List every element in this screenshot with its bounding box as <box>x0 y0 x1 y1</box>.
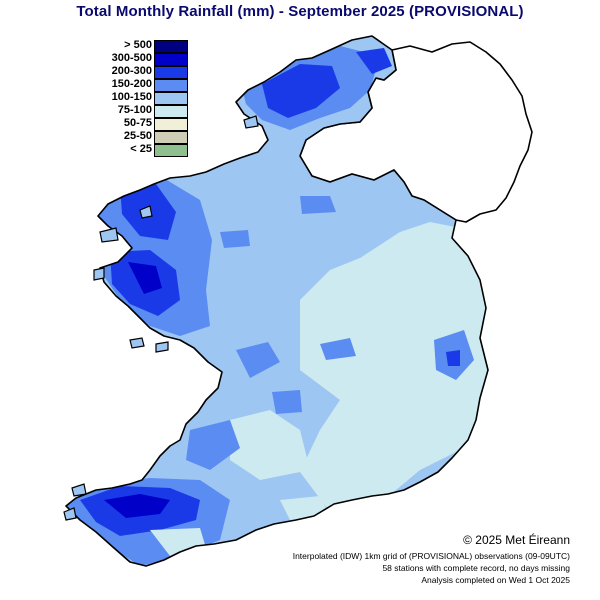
legend-label: 150-200 <box>111 78 152 90</box>
legend-swatch <box>154 118 188 131</box>
legend-label: < 25 <box>130 143 152 155</box>
legend-item: 50-75 <box>70 117 200 131</box>
legend-swatch <box>154 79 188 92</box>
legend-item: 100-150 <box>70 91 200 105</box>
legend-swatch <box>154 66 188 79</box>
legend-item: 150-200 <box>70 78 200 92</box>
legend-item: 75-100 <box>70 104 200 118</box>
completion-note: Analysis completed on Wed 1 Oct 2025 <box>421 575 570 585</box>
legend-swatch <box>154 105 188 118</box>
legend-swatch <box>154 144 188 157</box>
legend-item: > 500 <box>70 39 200 53</box>
legend-label: 100-150 <box>111 91 152 103</box>
coastal-islands <box>63 115 259 521</box>
legend-swatch <box>154 40 188 53</box>
legend-swatch <box>154 131 188 144</box>
legend-label: 25-50 <box>123 130 152 142</box>
legend-label: 300-500 <box>111 52 152 64</box>
legend-label: 75-100 <box>117 104 152 116</box>
legend-swatch <box>154 53 188 66</box>
legend-item: < 25 <box>70 143 200 157</box>
legend-swatch <box>154 92 188 105</box>
legend-label: 200-300 <box>111 65 152 77</box>
copyright-text: © 2025 Met Éireann <box>463 533 570 547</box>
analysis-note: Interpolated (IDW) 1km grid of (PROVISIO… <box>292 551 570 561</box>
legend-label: 50-75 <box>123 117 152 129</box>
station-note: 58 stations with complete record, no day… <box>382 563 570 573</box>
legend-label: > 500 <box>124 39 152 51</box>
legend-item: 300-500 <box>70 52 200 66</box>
map-title: Total Monthly Rainfall (mm) - September … <box>76 3 524 20</box>
legend-item: 25-50 <box>70 130 200 144</box>
legend-item: 200-300 <box>70 65 200 79</box>
